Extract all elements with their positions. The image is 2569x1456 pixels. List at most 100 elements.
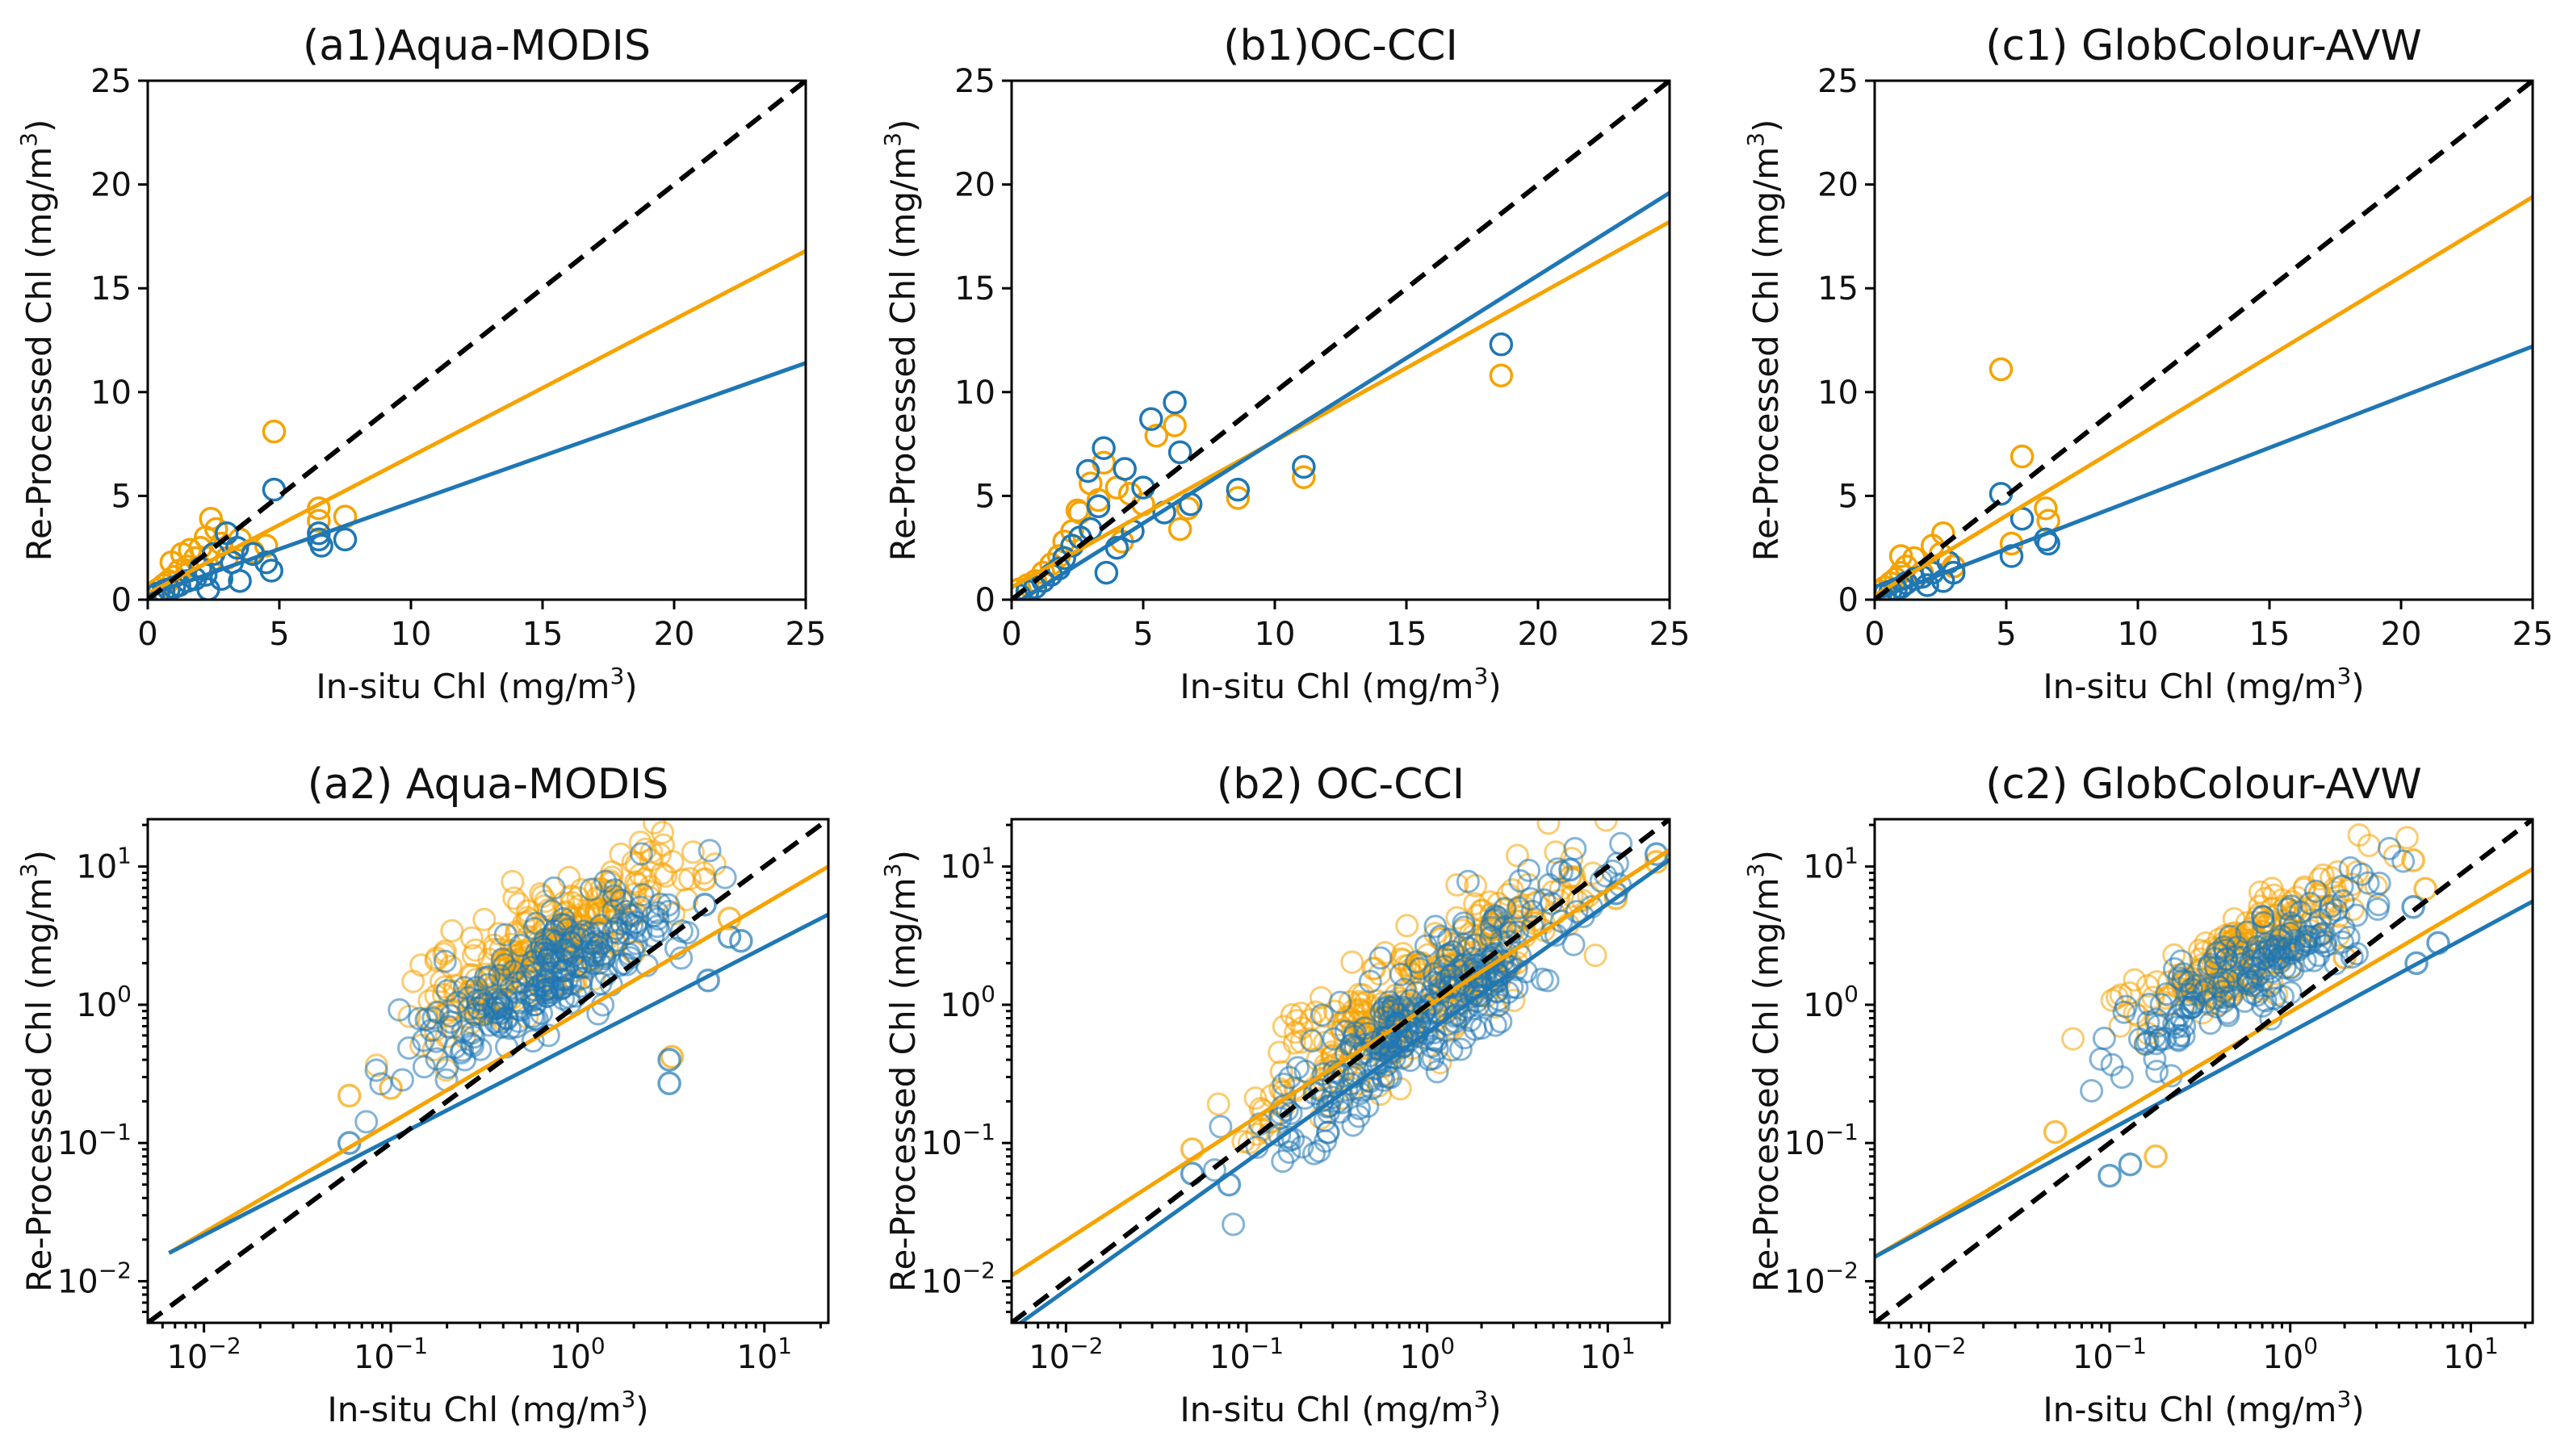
x-tick-label-b2: 10−1 <box>1209 1333 1284 1376</box>
data-point-a2-series_1 <box>462 1025 486 1049</box>
data-point-a2-series_2 <box>337 1083 362 1108</box>
data-point-b1-series_1 <box>1023 575 1048 600</box>
y-axis-label-c1: Re-Processed Chl (mg/m3) <box>1742 119 1786 562</box>
y-tick-label-b1: 15 <box>954 270 995 308</box>
data-point-b2-series_2 <box>1395 914 1419 938</box>
data-point-c2-series_2 <box>2222 907 2246 931</box>
identity-line-a2 <box>148 819 828 1323</box>
data-point-b2-series_1 <box>1456 869 1480 893</box>
data-point-c2-series_1 <box>2262 986 2286 1010</box>
data-point-c2-series_1 <box>2145 1059 2169 1083</box>
plot-frame-c1 <box>1873 79 2534 601</box>
data-point-c2-series_2 <box>2123 968 2147 992</box>
data-point-b1-series_1 <box>1163 390 1187 415</box>
plot-frame-b2 <box>1010 818 1671 1324</box>
data-point-a2-series_1 <box>433 949 457 973</box>
y-axis-label-a1: Re-Processed Chl (mg/m3) <box>15 119 59 562</box>
x-axis-label-a1: In-situ Chl (mg/m3) <box>316 663 637 706</box>
data-point-b2-series_1 <box>1272 1072 1296 1096</box>
data-point-b2-series_2 <box>1284 1008 1309 1032</box>
data-point-b2-series_1 <box>1300 1029 1324 1053</box>
fit-line-c1-series_1 <box>1875 344 2533 600</box>
data-point-b1-series_2 <box>1226 486 1251 510</box>
data-point-b2-series_1 <box>1278 1065 1302 1090</box>
x-axis-label-c2: In-situ Chl (mg/m3) <box>2043 1386 2364 1429</box>
y-tick-label-c2: 100 <box>1803 981 1859 1024</box>
data-point-c2-series_2 <box>2293 875 2317 899</box>
y-tick-label-a2: 101 <box>76 843 132 886</box>
data-point-b2-series_1 <box>1347 1104 1371 1128</box>
data-point-a2-series_1 <box>452 976 476 1000</box>
data-point-b2-series_2 <box>1243 1086 1268 1111</box>
data-point-a2-series_1 <box>521 1029 545 1053</box>
data-point-c2-series_1 <box>2345 903 2369 927</box>
data-point-b1-series_2 <box>1176 496 1201 521</box>
data-point-b2-series_1 <box>1479 925 1503 949</box>
data-point-a2-series_1 <box>493 923 518 947</box>
data-point-b1-series_2 <box>1167 517 1192 542</box>
data-point-c2-series_1 <box>2338 856 2362 880</box>
data-point-b2-series_1 <box>1358 969 1382 994</box>
data-point-a2-series_1 <box>647 918 671 943</box>
data-point-c2-series_1 <box>2236 966 2260 990</box>
data-point-c2-series_1 <box>2278 911 2303 935</box>
data-point-c2-series_1 <box>2336 926 2361 950</box>
data-point-c2-series_1 <box>2216 1003 2240 1027</box>
data-point-c1-series_2 <box>1888 544 1913 568</box>
data-point-b2-series_1 <box>1481 909 1505 933</box>
fit-line-c2-series_1 <box>1875 899 2533 1259</box>
data-point-a1-series_2 <box>307 508 331 533</box>
x-tick-label-b1: 20 <box>1518 616 1559 653</box>
data-point-b2-series_1 <box>1321 1086 1345 1110</box>
data-point-a2-series_1 <box>609 888 633 912</box>
y-tick-label-a1: 10 <box>90 374 132 412</box>
panel-title-a1: (a1)Aqua-MODIS <box>303 22 651 70</box>
data-point-a2-series_1 <box>570 966 594 990</box>
y-tick-label-a1: 15 <box>90 270 132 308</box>
fit-line-b2-series_1 <box>1016 858 1670 1323</box>
data-point-b2-series_1 <box>1440 1038 1464 1062</box>
y-tick-label-a2: 10−1 <box>57 1119 132 1162</box>
x-tick-label-c1: 25 <box>2512 616 2554 653</box>
data-point-b2-series_1 <box>1483 1013 1507 1037</box>
data-point-c2-series_1 <box>2281 938 2305 962</box>
data-point-c2-series_2 <box>2248 894 2272 918</box>
data-point-c2-series_1 <box>2170 1007 2194 1031</box>
data-point-b2-series_1 <box>1328 990 1352 1015</box>
y-tick-label-c1: 25 <box>1817 63 1859 100</box>
y-tick-label-a2: 100 <box>76 981 132 1024</box>
data-point-c2-series_1 <box>2092 1027 2116 1051</box>
data-point-b1-series_2 <box>1086 487 1111 513</box>
fit-line-a2-series_1 <box>168 912 828 1255</box>
y-tick-label-a2: 10−2 <box>57 1257 132 1300</box>
plot-frame-c2 <box>1873 818 2534 1324</box>
data-point-c2-series_1 <box>2162 957 2186 981</box>
data-point-a2-series_1 <box>657 1048 681 1072</box>
data-point-c2-series_1 <box>2203 947 2227 971</box>
y-axis-label-b1: Re-Processed Chl (mg/m3) <box>879 119 923 562</box>
data-point-b2-series_1 <box>1425 1060 1449 1084</box>
data-point-a2-series_1 <box>624 931 648 956</box>
data-point-b2-series_1 <box>1334 1019 1358 1044</box>
x-tick-label-a1: 10 <box>391 616 432 653</box>
panel-title-c2: (c2) GlobColour-AVW <box>1985 760 2422 809</box>
data-point-b2-series_1 <box>1379 1065 1403 1090</box>
y-tick-label-a1: 25 <box>90 63 132 100</box>
y-tick-label-b2: 101 <box>940 843 995 886</box>
data-point-b2-series_1 <box>1368 946 1393 970</box>
data-point-b2-series_1 <box>1644 842 1669 866</box>
x-tick-label-a2: 101 <box>736 1333 792 1376</box>
x-tick-label-a1: 20 <box>654 616 695 653</box>
data-point-b2-series_1 <box>1268 1106 1293 1130</box>
data-point-c1-series_2 <box>1989 357 2014 382</box>
data-point-a2-series_2 <box>639 840 664 864</box>
data-point-b2-series_2 <box>1282 1031 1306 1055</box>
data-point-a1-series_2 <box>170 542 195 567</box>
y-tick-label-b1: 20 <box>954 167 995 204</box>
x-tick-label-c2: 10−1 <box>2072 1333 2147 1376</box>
y-axis-label-c2: Re-Processed Chl (mg/m3) <box>1742 850 1786 1292</box>
data-point-b2-series_2 <box>1505 843 1529 868</box>
data-point-a2-series_1 <box>551 968 575 992</box>
data-point-c2-series_1 <box>2089 1047 2113 1071</box>
data-point-b2-series_1 <box>1490 949 1515 973</box>
